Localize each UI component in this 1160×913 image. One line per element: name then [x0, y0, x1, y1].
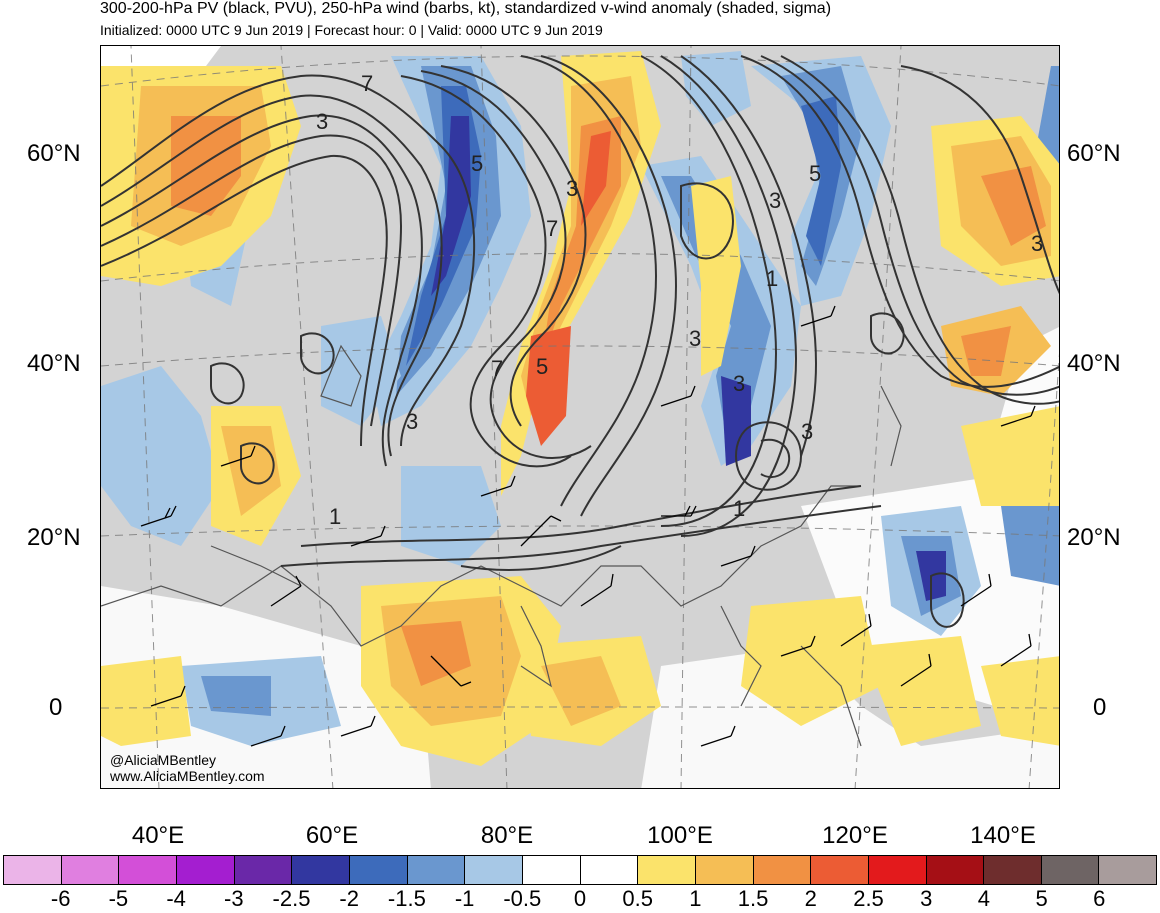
colorbar [3, 855, 1157, 885]
credit-handle: @AliciaMBentley [110, 752, 217, 768]
lat-label-right: 20°N [1067, 524, 1121, 551]
colorbar-swatch [465, 856, 523, 884]
map-canvas: 3 7 5 3 5 7 3 5 1 5 3 7 3 3 3 1 1 3 [101, 46, 1059, 788]
colorbar-label: -1 [454, 886, 475, 911]
colorbar-label: 0.5 [622, 886, 653, 911]
contour-label: 1 [766, 266, 778, 291]
contour-label: 3 [1031, 231, 1043, 256]
contour-label: 5 [536, 354, 548, 379]
chart-subtitle: Initialized: 0000 UTC 9 Jun 2019 | Forec… [100, 22, 603, 38]
colorbar-swatch [638, 856, 696, 884]
credit-url: www.AliciaMBentley.com [110, 768, 265, 784]
colorbar-label: 6 [1093, 886, 1106, 911]
chart-title: 300-200-hPa PV (black, PVU), 250-hPa win… [100, 0, 832, 17]
colorbar-swatch [61, 856, 120, 884]
colorbar-label: 3 [920, 886, 933, 911]
colorbar-label: 2 [804, 886, 817, 911]
colorbar-swatch [926, 856, 985, 884]
colorbar-label: -6 [50, 886, 71, 911]
colorbar-swatch [868, 856, 927, 884]
colorbar-swatch [234, 856, 293, 884]
colorbar-label: -1.5 [387, 886, 426, 911]
colorbar-label: -5 [108, 886, 129, 911]
colorbar-swatch [176, 856, 235, 884]
lon-label: 80°E [480, 822, 534, 849]
colorbar-label: 4 [977, 886, 991, 911]
weather-map: 3 7 5 3 5 7 3 5 1 5 3 7 3 3 3 1 1 3 [100, 45, 1060, 789]
colorbar-swatch [753, 856, 812, 884]
contour-label: 3 [801, 419, 813, 444]
colorbar-swatch [4, 856, 62, 884]
contour-label: 7 [546, 216, 558, 241]
colorbar-swatch [580, 856, 639, 884]
colorbar-swatch [1099, 856, 1157, 884]
colorbar-label: 1 [689, 886, 702, 911]
colorbar-swatch [119, 856, 177, 884]
colorbar-swatch [811, 856, 869, 884]
contour-label: 7 [361, 71, 373, 96]
lon-label: 40°E [131, 822, 185, 849]
colorbar-swatch [292, 856, 350, 884]
lat-label-left: 40°N [27, 350, 81, 377]
colorbar-swatch [1041, 856, 1100, 884]
colorbar-swatch [522, 856, 581, 884]
contour-label: 3 [566, 176, 578, 201]
colorbar-label: -4 [166, 886, 186, 911]
colorbar-label: 1.5 [737, 886, 769, 911]
lon-label: 140°E [970, 822, 1036, 849]
colorbar-label: 5 [1035, 886, 1048, 911]
lon-label: 120°E [822, 822, 888, 849]
contour-label: 5 [471, 151, 483, 176]
lat-label-right: 60°N [1067, 140, 1121, 167]
contour-label: 1 [329, 504, 341, 529]
colorbar-swatch [695, 856, 754, 884]
colorbar-swatch [349, 856, 408, 884]
colorbar-swatch [407, 856, 466, 884]
contour-label: 7 [491, 356, 503, 381]
colorbar-label: -3 [224, 886, 244, 911]
colorbar-label: -2 [339, 886, 359, 911]
colorbar-label: 0 [573, 886, 587, 911]
colorbar-label: 2.5 [853, 886, 884, 911]
contour-label: 3 [316, 109, 328, 134]
contour-label: 1 [733, 496, 745, 521]
contour-label: 3 [689, 326, 701, 351]
contour-label: 3 [733, 371, 745, 396]
lat-label-left: 0 [49, 694, 63, 721]
colorbar-label: -0.5 [503, 886, 542, 911]
contour-label: 3 [406, 409, 418, 434]
contour-label: 3 [769, 188, 781, 213]
lat-label-left: 20°N [27, 524, 81, 551]
colorbar-label: -2.5 [272, 886, 311, 911]
lat-label-left: 60°N [27, 140, 81, 167]
colorbar-swatch [984, 856, 1042, 884]
lat-label-right: 40°N [1067, 350, 1121, 377]
lon-label: 60°E [305, 822, 359, 849]
lat-label-right: 0 [1093, 694, 1107, 721]
lon-label: 100°E [647, 822, 713, 849]
contour-label: 5 [809, 161, 821, 186]
